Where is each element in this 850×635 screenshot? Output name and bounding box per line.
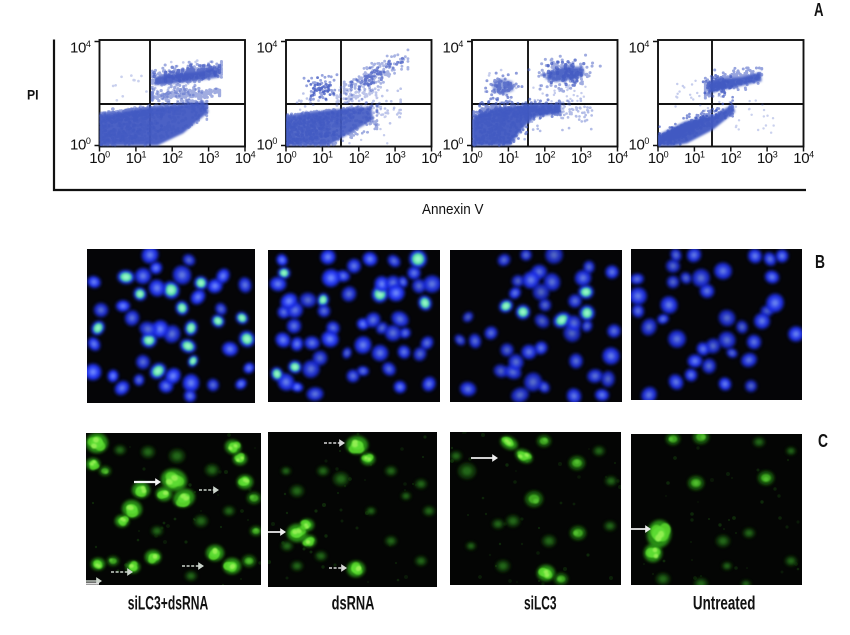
svg-text:100: 100 (257, 136, 278, 154)
svg-text:104: 104 (421, 150, 442, 168)
svg-text:siLC3+dsRNA: siLC3+dsRNA (128, 593, 209, 614)
svg-text:101: 101 (498, 150, 519, 168)
svg-text:102: 102 (535, 150, 556, 168)
svg-text:101: 101 (312, 150, 333, 168)
svg-text:100: 100 (443, 136, 464, 154)
svg-text:100: 100 (462, 150, 483, 168)
svg-text:100: 100 (89, 150, 110, 168)
svg-text:PI: PI (27, 87, 39, 103)
svg-text:104: 104 (629, 39, 650, 57)
svg-text:100: 100 (648, 150, 669, 168)
svg-text:102: 102 (721, 150, 742, 168)
svg-text:100: 100 (629, 136, 650, 154)
svg-text:103: 103 (757, 150, 778, 168)
svg-text:B: B (815, 252, 825, 272)
svg-text:101: 101 (126, 150, 147, 168)
svg-text:104: 104 (607, 150, 628, 168)
svg-text:103: 103 (198, 150, 219, 168)
svg-text:102: 102 (162, 150, 183, 168)
svg-text:100: 100 (70, 136, 91, 154)
svg-text:102: 102 (349, 150, 370, 168)
svg-text:103: 103 (571, 150, 592, 168)
svg-text:104: 104 (443, 39, 464, 57)
svg-text:103: 103 (385, 150, 406, 168)
svg-text:101: 101 (684, 150, 705, 168)
svg-text:Untreated: Untreated (693, 593, 756, 614)
svg-text:104: 104 (793, 150, 814, 168)
svg-text:100: 100 (276, 150, 297, 168)
svg-text:A: A (814, 0, 824, 20)
svg-text:104: 104 (235, 150, 256, 168)
svg-text:104: 104 (70, 39, 91, 57)
svg-text:siLC3: siLC3 (524, 593, 557, 614)
svg-text:Annexin V: Annexin V (422, 201, 484, 218)
svg-text:104: 104 (257, 39, 278, 57)
svg-text:C: C (818, 431, 828, 451)
svg-text:dsRNA: dsRNA (332, 593, 375, 614)
